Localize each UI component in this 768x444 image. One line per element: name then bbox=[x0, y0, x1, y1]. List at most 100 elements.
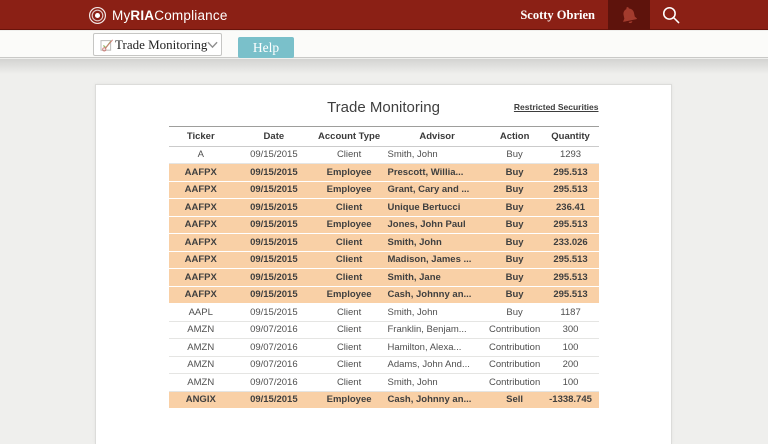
table-row[interactable]: AAPL 09/15/2015 Client Smith, John Buy 1… bbox=[168, 303, 599, 322]
table-row[interactable]: AMZN 09/07/2016 Client Smith, John Contr… bbox=[168, 373, 599, 392]
cell-action: Buy bbox=[486, 268, 543, 287]
bell-icon bbox=[618, 4, 640, 26]
cell-ticker: AAPL bbox=[168, 303, 233, 322]
table-row[interactable]: AAFPX 09/15/2015 Employee Jones, John Pa… bbox=[168, 216, 599, 234]
cell-date: 09/15/2015 bbox=[233, 198, 315, 217]
cell-ticker: AAFPX bbox=[168, 216, 233, 234]
chevron-down-icon bbox=[207, 41, 218, 49]
table-row[interactable]: AAFPX 09/15/2015 Employee Prescott, Will… bbox=[168, 163, 599, 182]
col-header-ticker[interactable]: Ticker bbox=[168, 127, 233, 147]
cell-ticker: ANGIX bbox=[168, 391, 233, 409]
table-row[interactable]: AAFPX 09/15/2015 Client Madison, James .… bbox=[168, 251, 599, 269]
cell-advisor: Smith, Jane bbox=[383, 268, 487, 287]
restricted-securities-link[interactable]: Restricted Securities bbox=[513, 102, 599, 112]
table-row[interactable]: AMZN 09/07/2016 Client Hamilton, Alexa..… bbox=[168, 338, 599, 357]
cell-quantity: -1338.745 bbox=[542, 391, 599, 409]
cell-date: 09/15/2015 bbox=[233, 251, 315, 269]
cell-account-type: Employee bbox=[314, 391, 384, 409]
cell-action: Sell bbox=[486, 391, 543, 409]
cell-quantity: 300 bbox=[542, 321, 599, 339]
cell-ticker: AAFPX bbox=[168, 286, 233, 304]
cell-quantity: 236.41 bbox=[542, 198, 599, 217]
table-row[interactable]: AAFPX 09/15/2015 Employee Grant, Cary an… bbox=[168, 181, 599, 199]
col-header-account-type[interactable]: Account Type bbox=[314, 127, 384, 147]
cell-account-type: Client bbox=[314, 303, 384, 322]
col-header-action[interactable]: Action bbox=[486, 127, 543, 147]
table-row[interactable]: AAFPX 09/15/2015 Employee Cash, Johnny a… bbox=[168, 286, 599, 304]
logo-text: MyRIACompliance bbox=[112, 7, 228, 23]
cell-advisor: Adams, John And... bbox=[383, 356, 487, 374]
col-header-advisor[interactable]: Advisor bbox=[383, 127, 487, 147]
cell-advisor: Franklin, Benjam... bbox=[383, 321, 487, 339]
table-header-row: Ticker Date Account Type Advisor Action … bbox=[168, 127, 599, 147]
search-button[interactable] bbox=[656, 0, 686, 30]
cell-account-type: Employee bbox=[314, 286, 384, 304]
cell-account-type: Client bbox=[314, 338, 384, 357]
app-logo[interactable]: MyRIACompliance bbox=[88, 0, 228, 30]
cell-ticker: AMZN bbox=[168, 321, 233, 339]
module-dropdown[interactable]: Trade Monitoring bbox=[93, 33, 222, 56]
cell-account-type: Employee bbox=[314, 216, 384, 234]
trade-monitoring-panel: Trade Monitoring Restricted Securities T… bbox=[95, 84, 672, 444]
title-divider bbox=[168, 126, 599, 127]
cell-date: 09/15/2015 bbox=[233, 303, 315, 322]
cell-advisor: Smith, John bbox=[383, 303, 487, 322]
cell-advisor: Smith, John bbox=[383, 146, 487, 164]
cell-advisor: Grant, Cary and ... bbox=[383, 181, 487, 199]
cell-ticker: AAFPX bbox=[168, 251, 233, 269]
cell-action: Buy bbox=[486, 303, 543, 322]
cell-action: Buy bbox=[486, 181, 543, 199]
cell-date: 09/15/2015 bbox=[233, 146, 315, 164]
table-row[interactable]: AMZN 09/07/2016 Client Adams, John And..… bbox=[168, 356, 599, 374]
cell-date: 09/07/2016 bbox=[233, 356, 315, 374]
cell-advisor: Smith, John bbox=[383, 373, 487, 392]
table-row[interactable]: AAFPX 09/15/2015 Client Unique Bertucci … bbox=[168, 198, 599, 217]
cell-ticker: AAFPX bbox=[168, 233, 233, 252]
table-row[interactable]: AAFPX 09/15/2015 Client Smith, Jane Buy … bbox=[168, 268, 599, 287]
cell-action: Contribution bbox=[486, 338, 543, 357]
trades-table: Ticker Date Account Type Advisor Action … bbox=[168, 127, 599, 409]
table-row[interactable]: AMZN 09/07/2016 Client Franklin, Benjam.… bbox=[168, 321, 599, 339]
search-icon bbox=[660, 4, 682, 26]
cell-account-type: Employee bbox=[314, 181, 384, 199]
notifications-button[interactable] bbox=[608, 0, 650, 30]
cell-action: Buy bbox=[486, 216, 543, 234]
cell-ticker: AAFPX bbox=[168, 181, 233, 199]
cell-action: Contribution bbox=[486, 321, 543, 339]
cell-date: 09/15/2015 bbox=[233, 181, 315, 199]
top-navigation-bar: MyRIACompliance Scotty Obrien bbox=[0, 0, 768, 30]
help-button[interactable]: Help bbox=[238, 37, 294, 58]
cell-ticker: AAFPX bbox=[168, 198, 233, 217]
col-header-date[interactable]: Date bbox=[233, 127, 315, 147]
cell-quantity: 200 bbox=[542, 356, 599, 374]
cell-quantity: 233.026 bbox=[542, 233, 599, 252]
cell-quantity: 295.513 bbox=[542, 163, 599, 182]
cell-date: 09/07/2016 bbox=[233, 321, 315, 339]
table-row[interactable]: AAFPX 09/15/2015 Client Smith, John Buy … bbox=[168, 233, 599, 252]
cell-account-type: Client bbox=[314, 233, 384, 252]
cell-account-type: Client bbox=[314, 373, 384, 392]
cell-ticker: AMZN bbox=[168, 373, 233, 392]
cell-ticker: A bbox=[168, 146, 233, 164]
cell-date: 09/15/2015 bbox=[233, 268, 315, 287]
table-row[interactable]: A 09/15/2015 Client Smith, John Buy 1293 bbox=[168, 146, 599, 164]
cell-action: Buy bbox=[486, 146, 543, 164]
cell-account-type: Client bbox=[314, 198, 384, 217]
cell-action: Buy bbox=[486, 198, 543, 217]
table-row[interactable]: ANGIX 09/15/2015 Employee Cash, Johnny a… bbox=[168, 391, 599, 409]
col-header-quantity[interactable]: Quantity bbox=[542, 127, 599, 147]
cell-quantity: 295.513 bbox=[542, 286, 599, 304]
toolbar-shadow bbox=[0, 59, 768, 74]
cell-action: Buy bbox=[486, 251, 543, 269]
cell-date: 09/07/2016 bbox=[233, 338, 315, 357]
checkbox-pencil-icon bbox=[99, 37, 115, 53]
cell-quantity: 295.513 bbox=[542, 216, 599, 234]
cell-quantity: 1187 bbox=[542, 303, 599, 322]
user-name[interactable]: Scotty Obrien bbox=[520, 7, 595, 22]
cell-advisor: Smith, John bbox=[383, 233, 487, 252]
cell-advisor: Unique Bertucci bbox=[383, 198, 487, 217]
cell-quantity: 100 bbox=[542, 373, 599, 392]
cell-date: 09/15/2015 bbox=[233, 163, 315, 182]
cell-account-type: Client bbox=[314, 251, 384, 269]
cell-action: Contribution bbox=[486, 373, 543, 392]
